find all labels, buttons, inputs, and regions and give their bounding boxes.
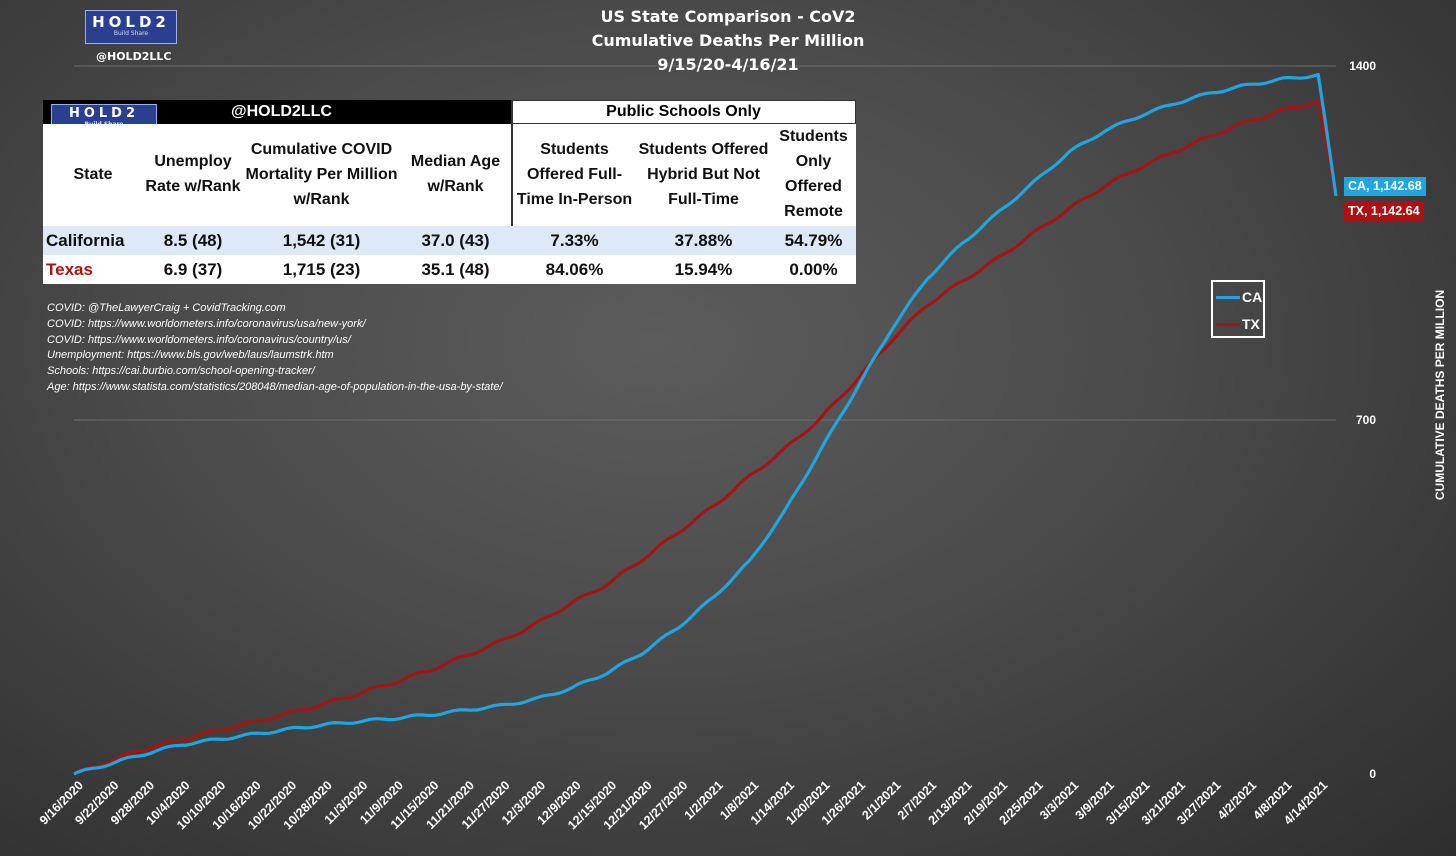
series-layer [73, 72, 1338, 776]
cell-remote: 0.00% [789, 259, 838, 279]
cell-hybrid: 15.94% [674, 259, 733, 279]
table-logo-text: HOLD2 [68, 106, 140, 121]
chart-title-line2: Cumulative Deaths Per Million [592, 31, 865, 50]
table-divider [511, 100, 513, 284]
source-line: Unemployment: https://www.bls.gov/web/la… [47, 349, 334, 362]
chart-title-line1: US State Comparison - CoV2 [600, 7, 855, 26]
table-row: California 8.5 (48) 1,542 (31) 37.0 (43)… [43, 226, 856, 255]
series-line-tx [73, 99, 1338, 776]
source-line: COVID: https://www.worldometers.info/cor… [47, 317, 366, 330]
end-label-tx: TX, 1,142.64 [1344, 202, 1424, 221]
table-header-handle-bar: HOLD2 Build Share @HOLD2LLC [43, 100, 511, 130]
brand-logo-text: HOLD2 [92, 13, 170, 31]
source-line: Age: https://www.statista.com/statistics… [47, 380, 503, 393]
cell-unemploy: 6.9 (37) [163, 259, 223, 279]
cell-state: Texas [46, 259, 93, 279]
legend-label-ca: CA [1242, 289, 1263, 305]
comparison-table: HOLD2 Build Share @HOLD2LLC Public Schoo… [43, 100, 856, 284]
cell-mortality: 1,542 (31) [282, 230, 361, 250]
table-group-header: Public Schools Only [511, 100, 856, 124]
y-tick-label: 0 [1369, 767, 1376, 781]
legend-swatch-ca [1216, 295, 1240, 299]
cell-mortality: 1,715 (23) [282, 259, 361, 279]
legend-label-tx: TX [1242, 316, 1260, 332]
source-line: Schools: https://cai.burbio.com/school-o… [47, 365, 315, 378]
source-line: COVID: https://www.worldometers.info/cor… [47, 333, 351, 346]
brand-logo: HOLD2 Build Share [85, 10, 177, 44]
col-header-mortality: Cumulative COVID Mortality Per Million w… [243, 124, 400, 224]
chart-title-line3: 9/15/20-4/16/21 [657, 55, 798, 74]
end-label-ca: CA, 1,142.68 [1344, 177, 1426, 196]
y-axis-label: CUMULATIVE DEATHS PER MILLION [1433, 290, 1447, 500]
cell-full: 84.06% [545, 259, 604, 279]
col-header-age: Median Age w/Rank [400, 124, 511, 224]
y-axis-ticks: 0 700 1400 [1349, 59, 1376, 781]
table-row: Texas 6.9 (37) 1,715 (23) 35.1 (48) 84.0… [43, 255, 856, 284]
legend-item-ca: CA [1216, 289, 1263, 305]
col-header-full: Students Offered Full-Time In-Person [513, 124, 636, 224]
chart-legend: CA TX [1211, 280, 1265, 338]
col-header-hybrid: Students Offered Hybrid But Not Full-Tim… [636, 124, 771, 224]
grid-lines [74, 65, 1336, 421]
x-axis-ticks: 9/16/20209/22/20209/28/202010/4/202010/1… [37, 778, 1330, 832]
col-header-remote: Students Only Offered Remote [771, 124, 856, 224]
y-tick-label: 700 [1356, 413, 1376, 427]
legend-swatch-tx [1216, 322, 1240, 326]
series-line-ca [73, 72, 1338, 776]
table-handle: @HOLD2LLC [231, 103, 332, 120]
brand-handle: @HOLD2LLC [96, 50, 172, 63]
sources-list: COVID: @TheLawyerCraig + CovidTracking.c… [47, 301, 503, 396]
cell-age: 37.0 (43) [421, 230, 490, 250]
brand-logo-subtext: Build Share [113, 30, 149, 37]
cell-unemploy: 8.5 (48) [163, 230, 223, 250]
legend-item-tx: TX [1216, 316, 1260, 332]
source-line: COVID: @TheLawyerCraig + CovidTracking.c… [47, 302, 286, 314]
y-tick-label: 1400 [1349, 59, 1376, 73]
cell-state: California [46, 230, 125, 250]
col-header-unemploy: Unemploy Rate w/Rank [143, 124, 243, 224]
col-header-state: State [43, 124, 143, 224]
cell-age: 35.1 (48) [421, 259, 490, 279]
cell-full: 7.33% [550, 230, 599, 250]
cell-hybrid: 37.88% [674, 230, 733, 250]
cell-remote: 54.79% [784, 230, 843, 250]
